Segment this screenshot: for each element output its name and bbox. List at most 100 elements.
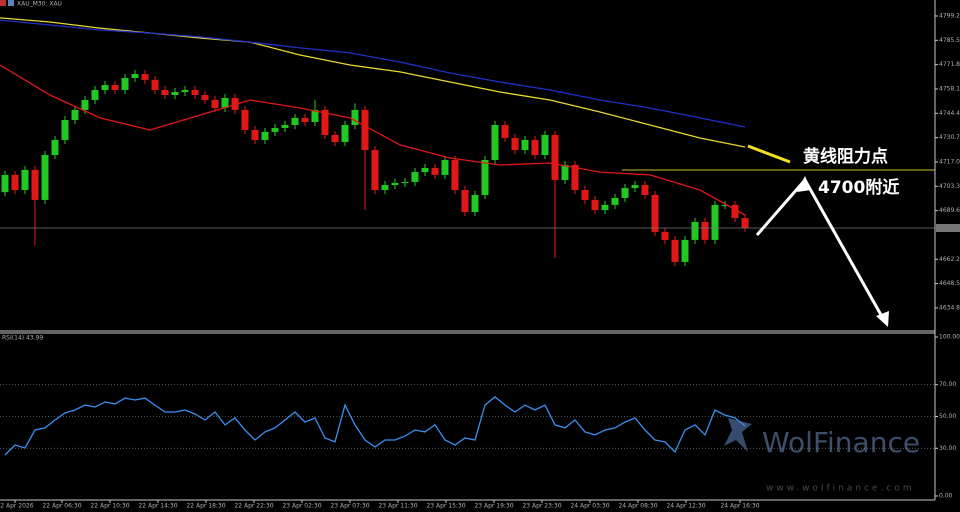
- x-tick-label: 22 Apr 22:30: [234, 503, 273, 510]
- y-tick-label: 4662.20: [939, 256, 960, 263]
- candle-body: [131, 74, 139, 78]
- candle-body: [31, 169, 39, 200]
- candle-body: [291, 117, 299, 126]
- candle-body: [61, 120, 69, 140]
- candle-body: [411, 172, 419, 183]
- candle-body: [21, 169, 29, 191]
- candle-body: [481, 159, 489, 195]
- candle-body: [351, 109, 359, 126]
- candle-body: [711, 204, 719, 240]
- candle-body: [391, 182, 399, 186]
- y-tick-label: 4744.40: [939, 110, 960, 117]
- symbol-label: XAU_M30: XAU: [17, 1, 62, 8]
- candle-body: [511, 137, 519, 151]
- rsi-title: RSI(14) 43.99: [2, 335, 43, 342]
- symbol-icon: [8, 0, 14, 6]
- candle-body: [241, 109, 249, 130]
- candle-body: [341, 125, 349, 143]
- candle-body: [261, 131, 269, 140]
- y-tick-label: 70.00: [939, 381, 956, 388]
- candle-body: [641, 185, 649, 195]
- candle-body: [701, 221, 709, 240]
- x-tick-label: 24 Apr 12:30: [666, 503, 705, 510]
- candle-body: [631, 185, 639, 189]
- y-tick-label: 50.00: [939, 413, 956, 420]
- candle-body: [181, 90, 189, 92]
- candle-body: [611, 197, 619, 205]
- candle-body: [111, 85, 119, 91]
- candle-body: [421, 167, 429, 173]
- y-tick-label: 4758.10: [939, 85, 960, 92]
- candle-body: [331, 134, 339, 143]
- x-tick-label: 24 Apr 03:30: [570, 503, 609, 510]
- candle-body: [651, 194, 659, 232]
- candle-body: [691, 221, 699, 240]
- symbol-icon: [0, 0, 6, 6]
- candle-body: [141, 74, 149, 80]
- annotation: 4700附近: [818, 177, 899, 198]
- y-tick-label: 100.00: [939, 334, 960, 341]
- candle-body: [211, 99, 219, 108]
- y-tick-label: 4703.30: [939, 183, 960, 190]
- candle-body: [561, 164, 569, 181]
- candle-body: [681, 239, 689, 262]
- y-tick-label: 4648.50: [939, 280, 960, 287]
- x-tick-label: 23 Apr 19:30: [474, 503, 513, 510]
- candle-body: [381, 185, 389, 191]
- candle-body: [501, 125, 509, 138]
- x-tick-label: 22 Apr 06:30: [42, 503, 81, 510]
- x-tick-label: 24 Apr 16:30: [720, 503, 759, 510]
- candle-body: [371, 150, 379, 191]
- candle-body: [451, 159, 459, 191]
- candle-body: [591, 199, 599, 211]
- x-tick-label: 22 Apr 2026: [0, 503, 34, 510]
- arrow-head: [797, 176, 811, 192]
- x-tick-label: 22 Apr 14:30: [138, 503, 177, 510]
- candle-body: [1, 174, 9, 193]
- candle-body: [161, 90, 169, 96]
- candle-body: [601, 204, 609, 211]
- y-tick-label: 4689.60: [939, 207, 960, 214]
- current-price-box: [936, 224, 960, 233]
- candle-body: [671, 239, 679, 262]
- candle-body: [301, 117, 309, 122]
- moving-average: [0, 19, 746, 128]
- x-tick-label: 24 Apr 08:30: [618, 503, 657, 510]
- candle-body: [101, 85, 109, 91]
- candle-body: [311, 109, 319, 122]
- watermark-logo: [724, 418, 752, 452]
- highlight-segment: [747, 144, 791, 164]
- candle-body: [401, 182, 409, 184]
- arrow-head: [876, 311, 889, 327]
- candle-body: [121, 77, 129, 91]
- y-tick-label: 4799.20: [939, 12, 960, 19]
- x-tick-label: 22 Apr 10:30: [90, 503, 129, 510]
- candle-body: [461, 190, 469, 213]
- y-tick-label: 4717.00: [939, 158, 960, 165]
- candle-body: [741, 218, 749, 229]
- candle-body: [81, 99, 89, 110]
- x-tick-label: 23 Apr 11:30: [378, 503, 417, 510]
- y-tick-label: 0.00: [939, 493, 953, 500]
- candle-body: [71, 109, 79, 121]
- x-tick-label: 22 Apr 18:30: [186, 503, 225, 510]
- x-tick-label: 23 Apr 15:30: [426, 503, 465, 510]
- candle-body: [201, 95, 209, 100]
- candle-body: [581, 190, 589, 200]
- candle-body: [621, 188, 629, 198]
- candle-body: [731, 204, 739, 219]
- candle-body: [361, 109, 369, 151]
- candle-body: [271, 128, 279, 132]
- candle-body: [721, 204, 729, 206]
- candle-body: [251, 129, 259, 140]
- moving-average: [0, 64, 746, 216]
- rsi-line: [4, 396, 746, 456]
- candle-body: [531, 139, 539, 156]
- candle-body: [471, 194, 479, 213]
- candle-body: [281, 125, 289, 129]
- candle-body: [541, 134, 549, 156]
- y-tick-label: 4785.50: [939, 37, 960, 44]
- candle-body: [661, 231, 669, 240]
- candle-body: [151, 79, 159, 91]
